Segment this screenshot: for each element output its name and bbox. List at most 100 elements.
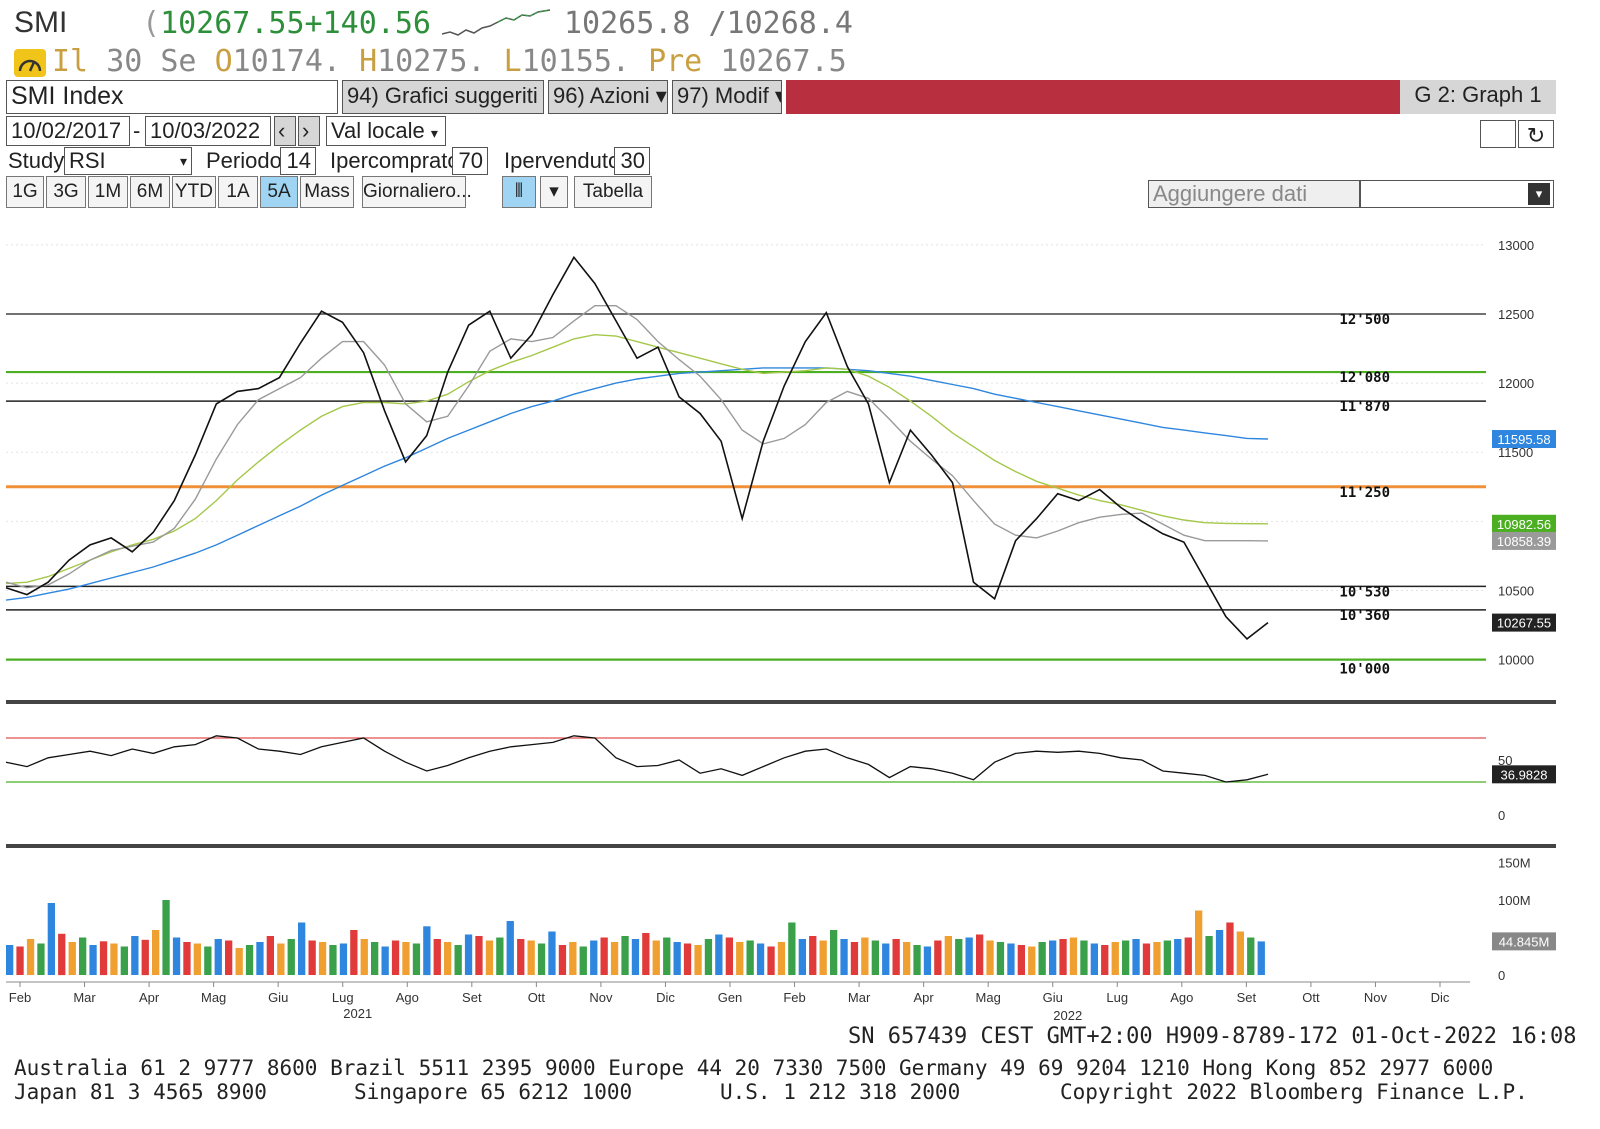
last-price: (10267.55+140.56	[142, 6, 431, 41]
x-tick-label: Mag	[201, 990, 226, 1005]
actions-menu[interactable]: 96) Azioni ▾	[548, 80, 668, 114]
volume-bar	[725, 937, 733, 975]
gauge-icon[interactable]	[14, 48, 46, 77]
x-tick-label: Mar	[848, 990, 871, 1005]
graph-name[interactable]: G 2: Graph 1	[1400, 80, 1556, 114]
range-button-1m[interactable]: 1M	[88, 176, 128, 208]
x-tick-label: Mag	[976, 990, 1001, 1005]
volume-bar	[433, 939, 441, 975]
x-tick-label: Feb	[783, 990, 805, 1005]
prev-value: 10267.5	[720, 44, 847, 79]
range-button-3g[interactable]: 3G	[46, 176, 86, 208]
volume-bar	[965, 937, 973, 975]
blank-button[interactable]	[1480, 120, 1516, 148]
date-from-field[interactable]: 10/02/2017	[6, 116, 130, 146]
volume-bar	[16, 946, 24, 975]
range-button-5a[interactable]: 5A	[260, 176, 298, 208]
volume-bar	[141, 939, 149, 976]
se-label: Se	[160, 44, 197, 79]
title-bar	[786, 80, 1400, 114]
caret-down-icon[interactable]: ▾	[1528, 183, 1550, 205]
oversold-input[interactable]: 30	[614, 147, 650, 175]
next-arrow-icon[interactable]: ›	[298, 116, 320, 146]
year-label: 2022	[1053, 1008, 1082, 1023]
volume-bar	[903, 942, 911, 975]
table-button[interactable]: Tabella	[574, 176, 652, 208]
volume-bar	[527, 940, 535, 975]
value-tag-label: 10982.56	[1497, 517, 1551, 532]
volume-bar	[996, 942, 1005, 975]
volume-bar	[1090, 943, 1098, 975]
caret-down-icon: ▾	[655, 83, 667, 108]
moving-average-line	[5, 367, 1269, 601]
volume-bar	[1226, 922, 1234, 975]
frequency-select[interactable]: Giornaliero...	[362, 176, 472, 208]
overbought-input[interactable]: 70	[452, 147, 488, 175]
suggested-charts-button[interactable]: 94) Grafici suggeriti	[342, 80, 544, 114]
phone-line-1: Australia 61 2 9777 8600 Brazil 5511 239…	[14, 1056, 1494, 1080]
volume-bar	[882, 943, 890, 975]
volume-bar	[756, 943, 765, 975]
prev-arrow-icon[interactable]: ‹	[274, 116, 296, 146]
level-label: 11'250	[1339, 485, 1390, 501]
volume-bar	[381, 946, 389, 975]
add-data-input[interactable]: Aggiungere dati	[1148, 180, 1360, 208]
volume-bar	[1101, 945, 1109, 975]
value-tag	[1492, 932, 1556, 951]
level-label: 10'360	[1339, 608, 1390, 624]
volume-bar	[120, 946, 128, 975]
high-label: H	[359, 44, 378, 79]
date-to-field[interactable]: 10/03/2022	[145, 116, 271, 146]
actions-label: 96) Azioni	[553, 83, 650, 108]
range-button-6m[interactable]: 6M	[130, 176, 170, 208]
study-select[interactable]: RSI ▾	[64, 147, 192, 175]
modify-menu[interactable]: 97) Modif ▾	[672, 80, 782, 114]
volume-bar	[621, 936, 629, 975]
volume-bar	[736, 942, 744, 975]
volume-bar	[99, 941, 108, 976]
refresh-icon[interactable]: ↻	[1518, 120, 1554, 148]
value-tag-label: 11595.58	[1497, 432, 1550, 447]
volume-bar	[58, 933, 66, 976]
volume-bar	[1257, 941, 1265, 975]
value-tag	[1492, 765, 1556, 784]
range-button-ytd[interactable]: YTD	[172, 176, 216, 208]
x-tick-label: Giu	[268, 990, 288, 1005]
volume-bar	[266, 936, 274, 975]
volume-bar	[1184, 937, 1192, 975]
currency-select[interactable]: Val locale ▾	[326, 116, 446, 146]
range-button-1g[interactable]: 1G	[6, 176, 44, 208]
caret-down-icon[interactable]: ▾	[540, 176, 568, 208]
volume-bar	[631, 939, 640, 975]
volume-bar	[444, 942, 452, 975]
value-tag-label: 44.845M	[1499, 934, 1550, 949]
level-label: 10'000	[1339, 662, 1390, 678]
value-tag-label: 10267.55	[1497, 616, 1551, 631]
volume-bar	[162, 900, 170, 975]
volume-bar	[464, 934, 473, 975]
y-tick-label: 13000	[1498, 238, 1534, 253]
period-input[interactable]: 14	[280, 147, 316, 175]
ask-value: /10268.4	[708, 6, 854, 41]
phone-line-2: Japan 81 3 4565 8900 Singapore 65 6212 1…	[14, 1080, 1574, 1104]
range-button-1a[interactable]: 1A	[218, 176, 258, 208]
volume-bar	[913, 945, 921, 975]
high-value: 10275.	[377, 44, 486, 79]
range-button-mass[interactable]: Mass	[300, 176, 354, 208]
security-field[interactable]: SMI Index	[6, 80, 338, 114]
volume-bar	[371, 942, 379, 975]
open-label: O	[214, 44, 233, 79]
volume-bar	[1017, 945, 1025, 975]
volume-bar	[329, 945, 337, 975]
chart-area[interactable]: 1000010500110001150012000125001300012'50…	[0, 210, 1600, 1030]
volume-bar	[131, 936, 139, 975]
volume-bar	[777, 942, 786, 975]
volume-bar	[496, 937, 504, 975]
volume-bar	[1122, 940, 1130, 975]
x-tick-label: Feb	[9, 990, 31, 1005]
sparkline-icon	[441, 9, 551, 36]
volume-tick-label: 100M	[1498, 893, 1531, 908]
add-data-dropdown[interactable]	[1360, 180, 1554, 208]
chart-type-icon[interactable]: ⫴	[502, 176, 536, 208]
x-tick-label: Set	[462, 990, 482, 1005]
